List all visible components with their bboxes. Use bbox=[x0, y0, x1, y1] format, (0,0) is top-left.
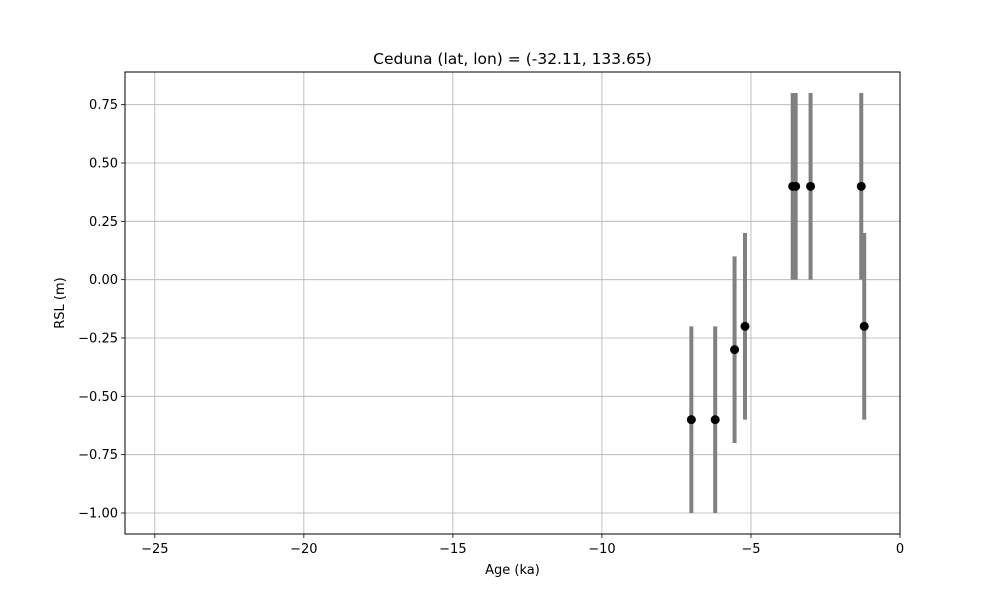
y-tick-label: −1.00 bbox=[78, 507, 118, 522]
x-tick-label: −25 bbox=[141, 542, 168, 557]
x-axis-label: Age (ka) bbox=[485, 563, 540, 578]
x-tick-label: −20 bbox=[290, 542, 317, 557]
y-tick-label: −0.50 bbox=[78, 390, 118, 405]
y-axis-label: RSL (m) bbox=[53, 277, 68, 328]
data-points bbox=[686, 181, 869, 425]
y-tick-label: 0.75 bbox=[89, 98, 118, 113]
plot-frame bbox=[124, 71, 901, 535]
data-point bbox=[730, 345, 740, 355]
y-tick-label: −0.25 bbox=[78, 332, 118, 347]
axis-ticks: −25 −20 −15 −10 −5 0 0.75 0.50 0.25 0.00 −0.25 −0.5… bbox=[78, 98, 904, 557]
y-tick-label: 0.50 bbox=[89, 157, 118, 172]
data-point bbox=[859, 321, 869, 331]
data-point bbox=[740, 321, 750, 331]
data-point bbox=[806, 181, 816, 191]
data-point bbox=[686, 415, 696, 425]
data-point bbox=[791, 181, 801, 191]
y-tick-label: 0.00 bbox=[89, 273, 118, 288]
data-point bbox=[710, 415, 720, 425]
y-tick-label: 0.25 bbox=[89, 215, 118, 230]
data-point bbox=[856, 181, 866, 191]
x-tick-label: −10 bbox=[588, 542, 615, 557]
x-tick-label: −5 bbox=[741, 542, 760, 557]
y-tick-label: −0.75 bbox=[78, 448, 118, 463]
x-tick-label: −15 bbox=[439, 542, 466, 557]
x-tick-label: 0 bbox=[896, 542, 904, 557]
chart-title: Ceduna (lat, lon) = (-32.11, 133.65) bbox=[373, 50, 652, 68]
